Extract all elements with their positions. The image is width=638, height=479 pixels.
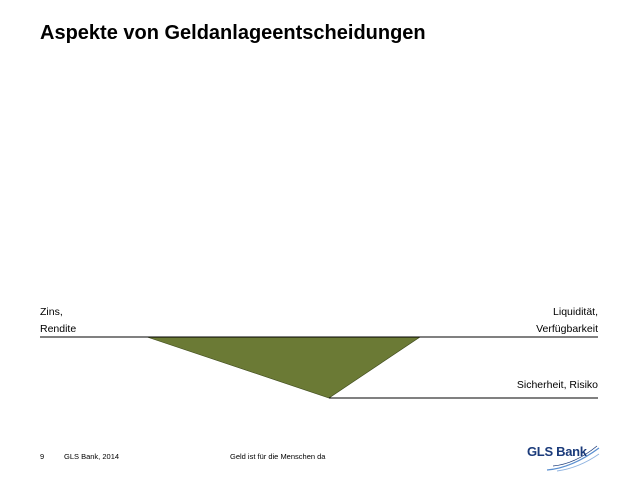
logo-swoosh-icon: [546, 445, 600, 472]
label-verfuegbarkeit: Verfügbarkeit: [536, 323, 598, 335]
gls-bank-logo: GLS Bank: [527, 444, 601, 474]
label-rendite: Rendite: [40, 323, 77, 335]
aspect-triangle: [146, 336, 421, 399]
label-zins: Zins,: [40, 306, 63, 318]
slide-title: Aspekte von Geldanlageentscheidungen: [40, 22, 426, 44]
label-liquiditaet: Liquidität,: [553, 306, 598, 318]
footer-source: GLS Bank, 2014: [64, 452, 120, 461]
label-liquiditaet-verfuegbarkeit: Liquidität, Verfügbarkeit: [536, 304, 598, 338]
label-sicherheit-risiko: Sicherheit, Risiko: [516, 379, 598, 391]
logo-text: GLS Bank: [527, 444, 587, 459]
footer-slogan: Geld ist für die Menschen da: [230, 452, 326, 461]
label-zins-rendite: Zins, Rendite: [40, 304, 76, 338]
page-number: 9: [40, 452, 45, 461]
